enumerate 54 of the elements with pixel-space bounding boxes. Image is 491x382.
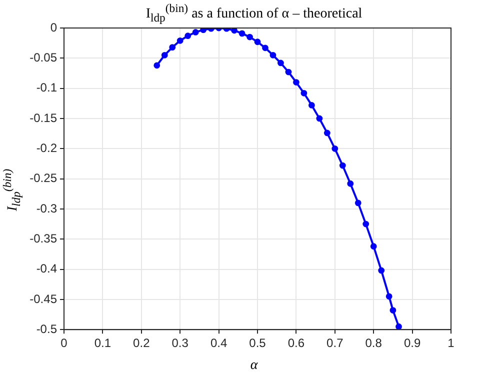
y-tick-label: -0.05 <box>30 50 58 64</box>
y-tick-label: -0.5 <box>36 322 58 336</box>
x-tick-label: 0.8 <box>365 336 382 350</box>
y-tick-label: 0 <box>50 20 58 34</box>
point <box>396 323 402 330</box>
x-tick-label: 1 <box>448 336 455 350</box>
point <box>192 29 199 36</box>
point <box>161 52 168 58</box>
y-tick-label: -0.4 <box>36 262 58 276</box>
point <box>324 130 330 136</box>
point <box>390 307 396 314</box>
y-tick-label: -0.25 <box>30 171 58 186</box>
point <box>169 44 176 51</box>
point <box>347 180 354 187</box>
point <box>293 79 300 86</box>
x-tick-label: 0.3 <box>172 336 189 350</box>
point <box>270 52 276 58</box>
point <box>308 102 315 108</box>
y-tick-label: -0.45 <box>30 292 58 306</box>
point <box>254 38 261 46</box>
y-tick-label: -0.2 <box>36 140 58 155</box>
point <box>238 30 246 37</box>
point <box>378 267 385 274</box>
point <box>200 28 207 34</box>
point <box>154 62 160 69</box>
point <box>176 37 184 44</box>
point <box>354 200 362 206</box>
x-tick-label: 0.4 <box>210 336 228 350</box>
y-tick-label: -0.15 <box>30 110 58 125</box>
x-tick-label: 0 <box>60 336 68 350</box>
point <box>262 44 268 52</box>
x-tick-label: 0.6 <box>288 336 305 350</box>
point <box>231 28 238 34</box>
point <box>285 68 292 76</box>
point <box>316 115 323 122</box>
point <box>184 32 192 40</box>
point <box>278 60 284 66</box>
point <box>362 220 370 228</box>
chart-title: I$_{ldp}$$^{(bin)}$ as a function of α – theoretical <box>144 2 364 24</box>
point <box>386 293 392 300</box>
x-tick-label: 0.5 <box>249 336 266 350</box>
x-tick-label: 0.1 <box>94 336 112 350</box>
x-tick-label: 0.2 <box>133 336 150 350</box>
point <box>246 34 253 40</box>
x-tick-label: 0.9 <box>404 336 421 350</box>
point <box>339 162 346 169</box>
y-tick-label: -0.3 <box>36 201 58 216</box>
point <box>370 243 377 250</box>
y-tick-label: -0.1 <box>36 80 58 95</box>
y-tick-label: -0.35 <box>30 231 58 246</box>
x-axis-title: α <box>249 358 259 374</box>
point <box>332 145 338 152</box>
x-tick-label: 0.7 <box>326 336 344 350</box>
point <box>300 90 308 96</box>
